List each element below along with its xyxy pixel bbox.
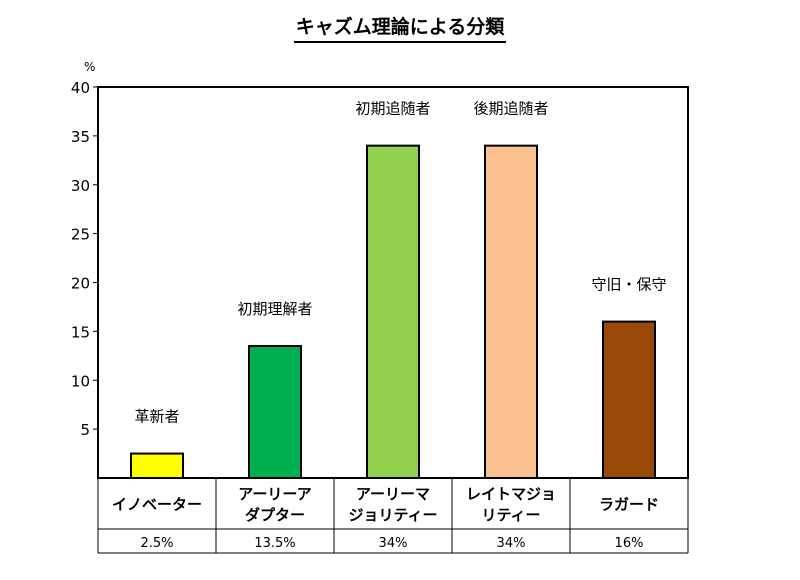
category-label: リティー <box>481 506 540 524</box>
y-tick-label: 5 <box>80 421 90 439</box>
y-tick-label: 25 <box>71 226 90 244</box>
percent-label: 16% <box>615 536 644 551</box>
y-tick-label: 30 <box>71 177 90 195</box>
bar <box>602 320 656 479</box>
y-tick-label: 10 <box>71 372 90 390</box>
bar <box>484 144 538 479</box>
bar <box>130 452 184 479</box>
bar <box>248 345 302 479</box>
category-label: アーリーマ <box>356 485 430 503</box>
y-tick-label: 35 <box>71 128 90 146</box>
percent-label: 13.5% <box>254 536 295 551</box>
y-tick-label: 20 <box>71 275 90 293</box>
bar-label: 後期追随者 <box>473 100 548 118</box>
bar-label: 守旧・保守 <box>591 276 666 294</box>
bar-label: 革新者 <box>134 408 179 426</box>
bar-label: 初期追随者 <box>355 100 430 118</box>
bar <box>366 144 420 479</box>
category-label: アーリーア <box>238 485 312 503</box>
chart-title: キャズム理論による分類 <box>0 12 800 43</box>
percent-label: 34% <box>497 536 526 551</box>
percent-label: 34% <box>379 536 408 551</box>
category-label: レイトマジョ <box>466 485 556 503</box>
category-label: イノベーター <box>112 496 202 514</box>
y-axis-unit: % <box>84 60 96 74</box>
category-label: ジョリティー <box>348 506 437 524</box>
percent-label: 2.5% <box>140 536 173 551</box>
y-tick-label: 15 <box>71 323 90 341</box>
category-label: ラガード <box>599 496 659 514</box>
category-label: ダプター <box>245 506 305 524</box>
y-tick-label: 40 <box>71 79 90 97</box>
bar-label: 初期理解者 <box>237 300 312 318</box>
